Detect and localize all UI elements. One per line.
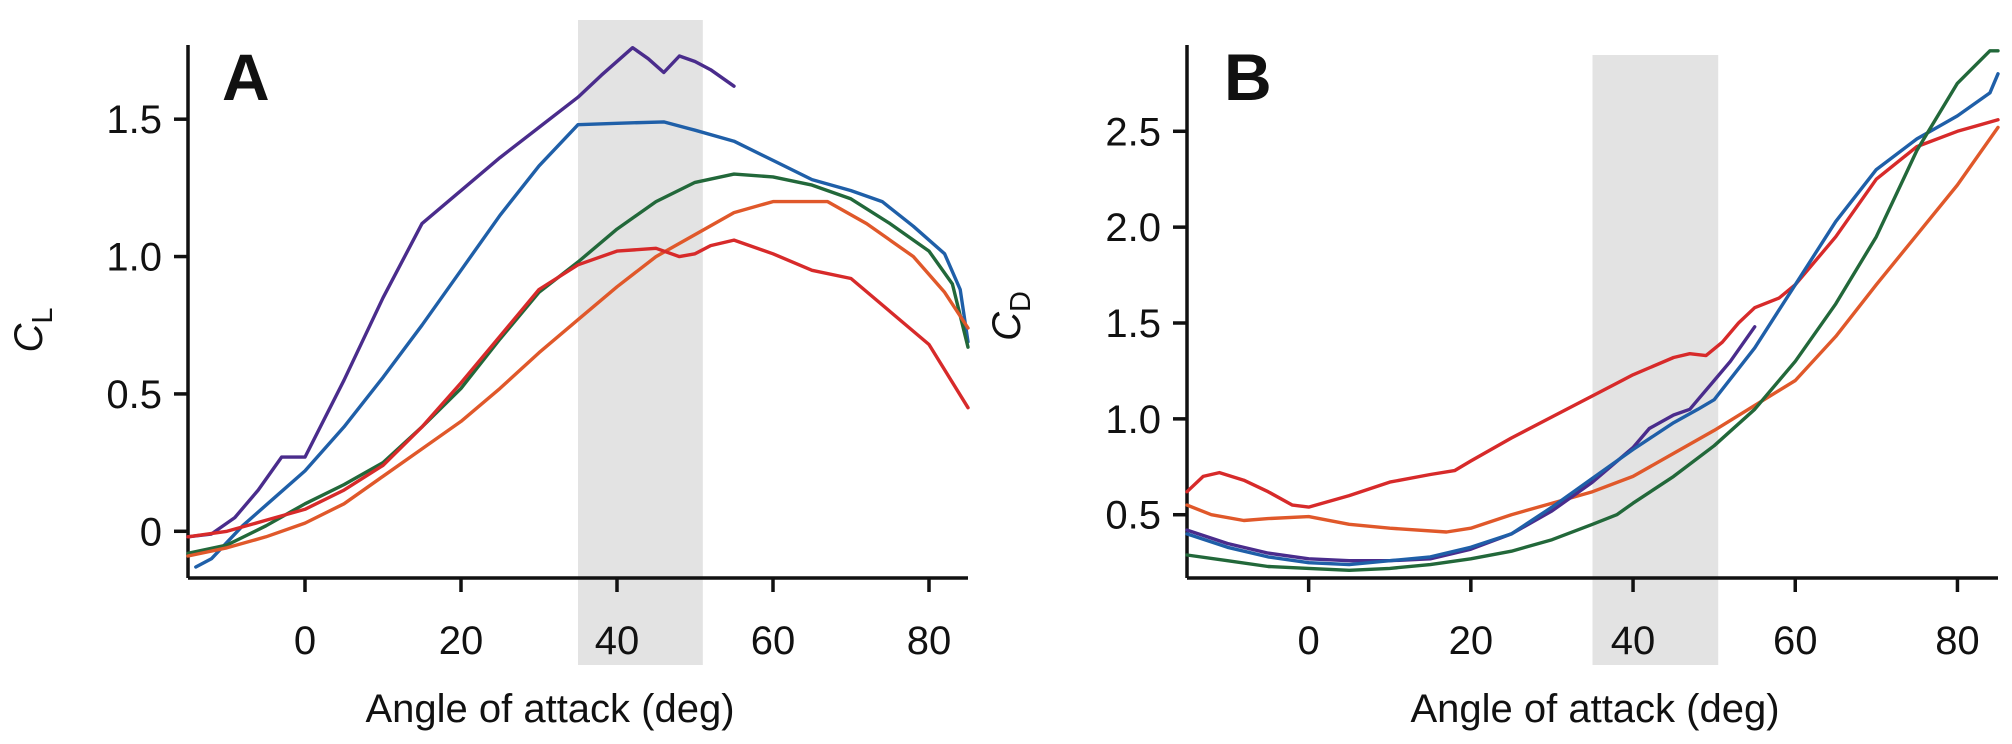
- y-tick-label: 0: [140, 510, 162, 554]
- panel-label: A: [222, 40, 270, 114]
- y-tick-label: 2.0: [1105, 206, 1161, 250]
- series-line-2: [194, 120, 970, 569]
- series-line-4: [1185, 72, 2000, 567]
- y-tick-label: 1.5: [106, 98, 162, 142]
- series-line-3: [186, 172, 970, 555]
- x-tick-label: 0: [1298, 619, 1320, 663]
- panel-label: B: [1224, 40, 1272, 114]
- x-tick-label: 20: [439, 619, 484, 663]
- x-tick-label: 60: [751, 619, 796, 663]
- series-line-4: [186, 199, 970, 558]
- y-tick-label: 2.5: [1105, 110, 1161, 154]
- x-tick-label: 0: [294, 619, 316, 663]
- y-tick-label: 0.5: [1105, 494, 1161, 538]
- y-axis-title-main: C: [7, 323, 51, 353]
- series-line-1: [186, 46, 736, 539]
- series-line-3: [1185, 325, 1757, 563]
- y-tick-label: 0.5: [106, 373, 162, 417]
- x-tick-label: 20: [1449, 619, 1494, 663]
- shaded-region: [578, 20, 703, 665]
- x-tick-label: 60: [1773, 619, 1818, 663]
- y-tick-label: 1.0: [1105, 398, 1161, 442]
- y-axis-title: CD: [985, 291, 1037, 341]
- series-line-5: [186, 238, 970, 539]
- x-tick-label: 80: [907, 619, 952, 663]
- y-tick-label: 1.5: [1105, 302, 1161, 346]
- series-line-5: [1185, 49, 2000, 572]
- y-axis-title-subscript: D: [1005, 291, 1037, 312]
- series-line-1: [1185, 118, 2000, 509]
- y-axis-title-subscript: L: [27, 307, 59, 323]
- x-axis-title: Angle of attack (deg): [365, 687, 734, 731]
- x-tick-label: 40: [1611, 619, 1656, 663]
- y-tick-label: 1.0: [106, 236, 162, 280]
- x-tick-label: 40: [595, 619, 640, 663]
- x-tick-label: 80: [1935, 619, 1980, 663]
- y-axis-title: CL: [7, 307, 59, 352]
- panel-a-lift-chart: 0 20 40 60 80 0 0.5 1.0 1.5 A Angle of attack (deg…: [7, 20, 970, 731]
- x-axis-title: Angle of attack (deg): [1410, 687, 1779, 731]
- y-axis-title-main: C: [985, 311, 1029, 341]
- panel-b-drag-chart: 0 20 40 60 80 0.5 1.0 1.5 2.0 2.5 B Angle of attack…: [985, 40, 2000, 731]
- shaded-region: [1592, 55, 1719, 665]
